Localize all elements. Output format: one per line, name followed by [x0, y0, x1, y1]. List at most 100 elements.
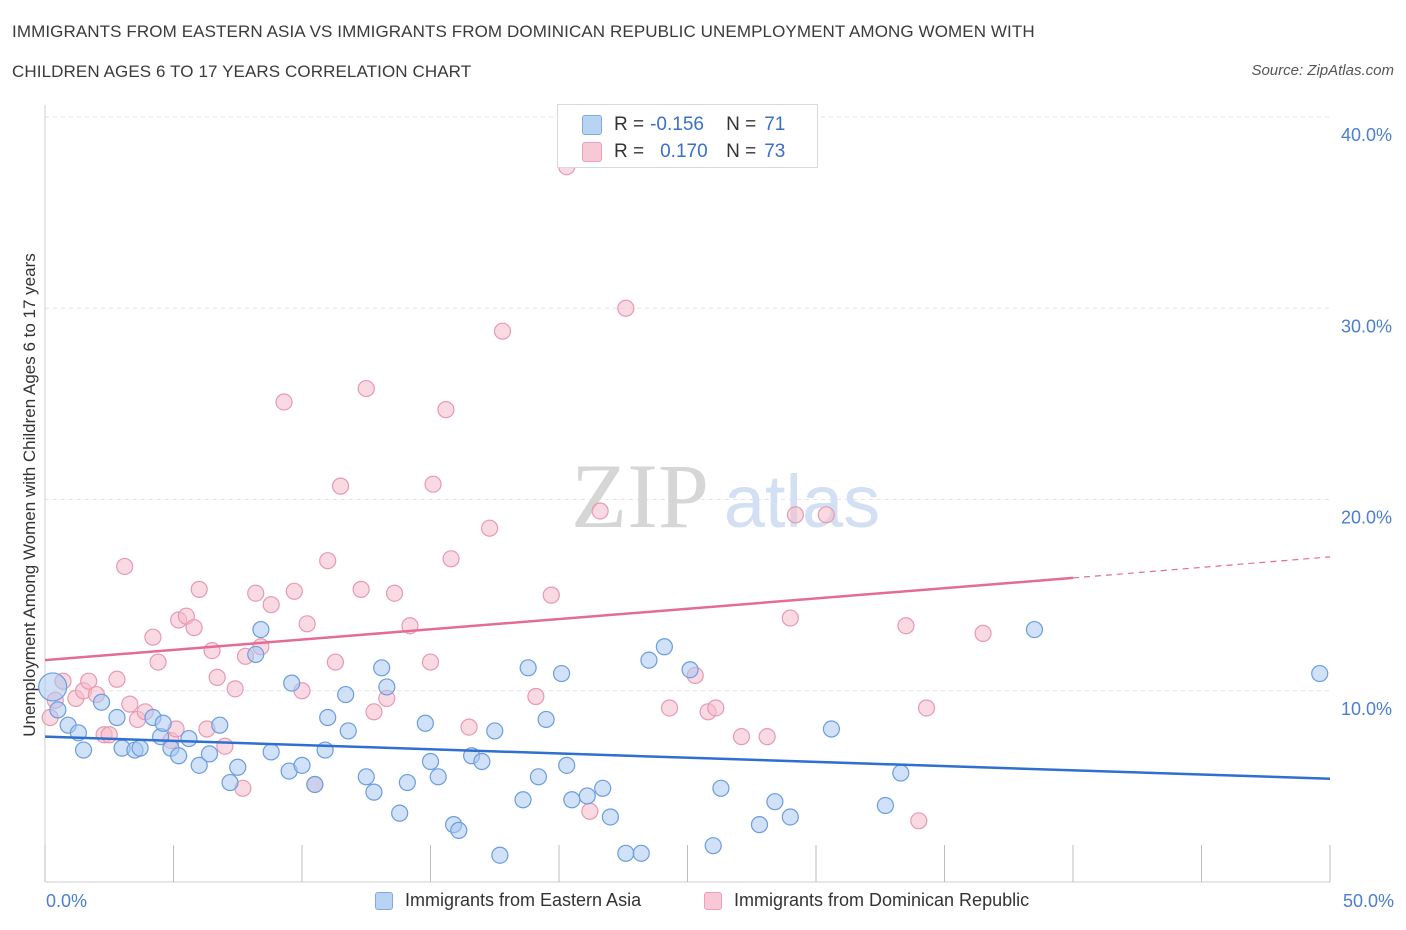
- r-value: -0.156: [650, 114, 704, 135]
- point-eastern-asia: [712, 779, 730, 797]
- legend-swatch-blue: [375, 891, 393, 910]
- point-eastern-asia: [339, 722, 357, 740]
- point-dominican-republic: [781, 609, 799, 627]
- point-eastern-asia: [170, 747, 188, 765]
- point-dominican-republic: [493, 322, 512, 340]
- point-eastern-asia: [519, 659, 537, 677]
- point-eastern-asia: [373, 659, 391, 677]
- point-eastern-asia: [262, 743, 280, 761]
- point-eastern-asia: [617, 844, 635, 862]
- point-dominican-republic: [121, 695, 139, 713]
- grid-lines: [45, 116, 1330, 692]
- point-dominican-republic: [817, 506, 835, 524]
- point-eastern-asia: [131, 739, 149, 757]
- point-dominican-republic: [707, 699, 725, 717]
- point-dominican-republic: [100, 726, 118, 744]
- point-dominican-republic: [421, 653, 440, 671]
- point-dominican-republic: [190, 580, 208, 598]
- point-eastern-asia: [632, 844, 650, 862]
- y-tick-label: 40.0%: [1341, 125, 1392, 145]
- point-eastern-asia: [876, 796, 894, 815]
- legend-item-eastern-asia[interactable]: Immigrants from Eastern Asia: [375, 890, 641, 911]
- point-eastern-asia: [398, 773, 416, 792]
- r-label: R =: [614, 141, 645, 162]
- point-eastern-asia: [655, 638, 673, 656]
- point-eastern-asia: [92, 693, 111, 711]
- y-tick-label: 10.0%: [1341, 699, 1392, 719]
- point-dominican-republic: [527, 687, 545, 706]
- point-dominican-republic: [262, 596, 280, 614]
- point-dominican-republic: [897, 617, 915, 635]
- point-eastern-asia: [391, 804, 409, 822]
- legend-item-dominican-republic[interactable]: Immigrants from Dominican Republic: [704, 890, 1029, 911]
- point-eastern-asia: [601, 808, 620, 826]
- point-eastern-asia: [766, 793, 784, 811]
- point-eastern-asia: [822, 720, 841, 738]
- point-eastern-asia: [491, 846, 509, 864]
- point-eastern-asia: [473, 752, 491, 771]
- point-dominican-republic: [108, 670, 126, 688]
- point-dominican-republic: [591, 502, 609, 520]
- n-value: 71: [764, 114, 786, 135]
- correlation-stats-box: R = -0.156 N = 71 R = 0.170 N = 73: [557, 104, 818, 168]
- n-label: N =: [726, 114, 757, 135]
- point-eastern-asia: [421, 752, 440, 771]
- point-dominican-republic: [617, 299, 635, 317]
- axes: [44, 105, 1331, 883]
- x-tick-label-min: 0.0%: [46, 891, 88, 911]
- watermark: ZIP atlas: [571, 445, 880, 547]
- point-eastern-asia: [640, 651, 658, 669]
- point-dominican-republic: [917, 699, 936, 717]
- trend-line-dominican-republic: [44, 576, 1074, 662]
- point-dominican-republic: [203, 641, 221, 660]
- point-dominican-republic: [732, 728, 751, 746]
- legend-label-eastern-asia: Immigrants from Eastern Asia: [405, 890, 642, 910]
- point-dominican-republic: [208, 668, 226, 686]
- point-dominican-republic: [442, 550, 460, 568]
- trend-line-eastern-asia: [44, 735, 1331, 780]
- point-dominican-republic: [352, 580, 370, 598]
- point-dominican-republic: [298, 615, 316, 633]
- point-eastern-asia: [306, 775, 324, 794]
- point-eastern-asia: [514, 791, 532, 809]
- point-dominican-republic: [424, 475, 442, 493]
- point-eastern-asia: [337, 685, 355, 704]
- point-eastern-asia: [247, 645, 265, 664]
- point-dominican-republic: [365, 703, 383, 721]
- point-eastern-asia: [190, 756, 208, 774]
- point-eastern-asia: [537, 710, 555, 729]
- point-dominican-republic: [481, 519, 499, 537]
- point-dominican-republic: [357, 379, 375, 398]
- y-tick-label: 20.0%: [1341, 508, 1392, 528]
- point-dominican-republic: [437, 401, 455, 419]
- legend-label-dominican-republic: Immigrants from Dominican Republic: [734, 890, 1030, 910]
- blue-swatch: [582, 115, 602, 135]
- point-eastern-asia: [781, 808, 799, 826]
- trend-line-dominican-republic-extension: [1072, 556, 1331, 579]
- stat-row-eastern-asia: R = -0.156 N = 71: [582, 112, 785, 138]
- x-tick-label-max: 50.0%: [1342, 891, 1394, 911]
- pink-swatch: [582, 142, 602, 162]
- y-tick-labels: 10.0% 20.0% 30.0% 40.0%: [1341, 125, 1392, 719]
- r-value: 0.170: [660, 141, 708, 162]
- point-eastern-asia: [892, 764, 910, 782]
- point-dominican-republic: [385, 584, 404, 602]
- point-eastern-asia: [211, 716, 229, 734]
- point-eastern-asia: [563, 791, 581, 809]
- point-eastern-asia: [486, 722, 504, 740]
- point-eastern-asia: [365, 783, 383, 801]
- point-dominican-republic: [660, 699, 679, 717]
- chart-title-line-1: IMMIGRANTS FROM EASTERN ASIA VS IMMIGRAN…: [12, 22, 1035, 41]
- point-eastern-asia: [578, 787, 596, 805]
- point-dominican-republic: [185, 619, 203, 637]
- point-dominican-republic: [226, 680, 244, 698]
- trend-lines: [44, 556, 1331, 780]
- point-dominican-republic: [542, 586, 560, 604]
- point-eastern-asia: [154, 714, 172, 732]
- point-eastern-asia: [293, 756, 311, 774]
- point-eastern-asia: [416, 714, 434, 732]
- n-value: 73: [764, 141, 786, 162]
- watermark-atlas: atlas: [724, 460, 880, 543]
- legend-swatch-pink: [704, 891, 722, 910]
